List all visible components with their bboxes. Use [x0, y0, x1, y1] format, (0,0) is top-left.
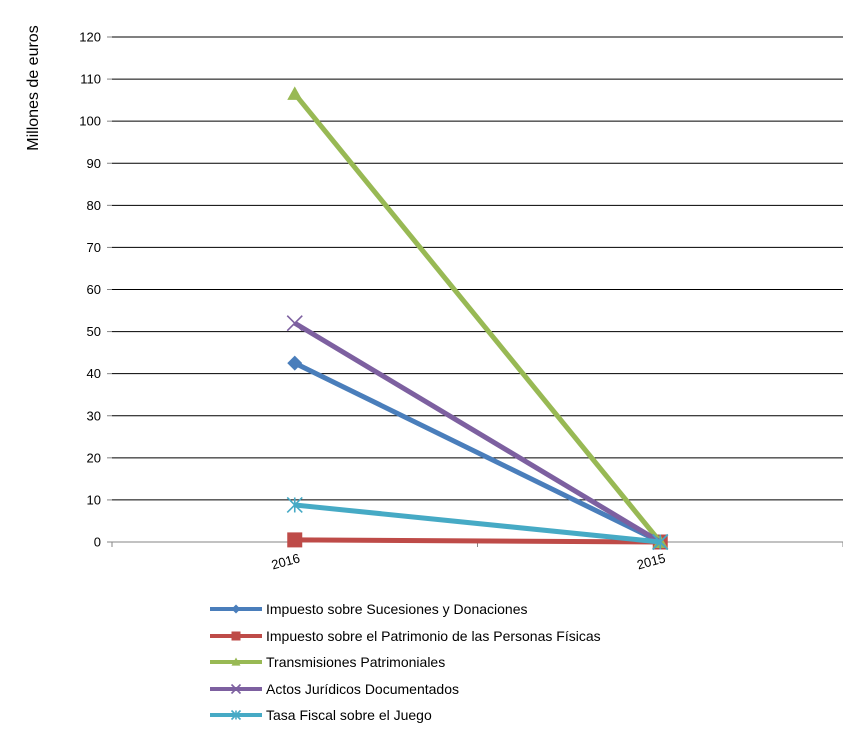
series-5	[286, 496, 669, 551]
y-tick-label: 90	[87, 156, 101, 171]
series-4	[286, 315, 669, 551]
y-tick-labels: 0 10 20 30 40 50 60 70 80 90 100 110 120	[79, 30, 101, 550]
y-tick-label: 30	[87, 408, 101, 423]
data-point-marker	[652, 533, 669, 551]
legend-swatch	[210, 683, 262, 694]
data-point-marker	[287, 355, 303, 371]
data-point-marker	[286, 315, 303, 332]
data-point-marker	[231, 657, 241, 666]
y-tick-label: 100	[79, 114, 101, 129]
legend-swatch	[210, 657, 262, 666]
legend-swatch	[210, 604, 262, 614]
y-tick-label: 80	[87, 198, 101, 213]
line-chart: Millones de euros 0 10 20 30 40 50 60 70 80 90 100…	[25, 25, 843, 572]
y-tick-label: 70	[87, 240, 101, 255]
data-point-marker	[230, 683, 242, 694]
legend-item: Transmisiones Patrimoniales	[208, 649, 601, 676]
series-line	[294, 537, 661, 545]
y-tick-label: 120	[79, 30, 101, 45]
y-tick-label: 20	[87, 450, 101, 465]
series-lines	[286, 86, 669, 551]
y-tick-label: 110	[80, 72, 101, 87]
y-axis-label: Millones de euros	[25, 25, 42, 150]
legend-label: Impuesto sobre Sucesiones y Donaciones	[266, 601, 528, 618]
data-point-marker	[287, 86, 303, 100]
legend-swatch	[210, 710, 262, 721]
legend-item: Impuesto sobre el Patrimonio de las Pers…	[208, 623, 601, 650]
legend: Impuesto sobre Sucesiones y Donaciones Im…	[208, 596, 601, 729]
gridlines	[107, 36, 843, 543]
series-line	[292, 92, 663, 544]
series-line	[293, 321, 662, 545]
series-1	[287, 355, 668, 550]
legend-item: Actos Jurídicos Documentados	[208, 676, 601, 703]
legend-label: Impuesto sobre el Patrimonio de las Pers…	[266, 627, 601, 644]
legend-item: Tasa Fiscal sobre el Juego	[208, 702, 601, 729]
legend-swatch	[210, 631, 262, 641]
legend-item: Impuesto sobre Sucesiones y Donaciones	[208, 596, 601, 623]
x-tick-label: 2015	[635, 550, 667, 572]
legend-label: Transmisiones Patrimoniales	[266, 654, 446, 671]
legend-label: Tasa Fiscal sobre el Juego	[266, 707, 432, 724]
x-tick-label: 2016	[270, 550, 302, 572]
data-point-marker	[230, 710, 242, 721]
legend-label: Actos Jurídicos Documentados	[266, 680, 459, 697]
x-axis: 2016 2015	[111, 542, 843, 572]
series-line	[294, 502, 661, 545]
data-point-marker	[231, 631, 241, 641]
y-tick-label: 0	[94, 535, 101, 550]
y-tick-label: 40	[87, 366, 101, 381]
series-3	[287, 86, 668, 548]
y-tick-label: 60	[87, 282, 101, 297]
data-point-marker	[287, 532, 303, 548]
series-line	[293, 360, 662, 545]
data-point-marker	[231, 604, 241, 614]
y-tick-label: 10	[87, 492, 101, 507]
data-point-marker	[286, 496, 303, 514]
y-tick-label: 50	[87, 324, 101, 339]
